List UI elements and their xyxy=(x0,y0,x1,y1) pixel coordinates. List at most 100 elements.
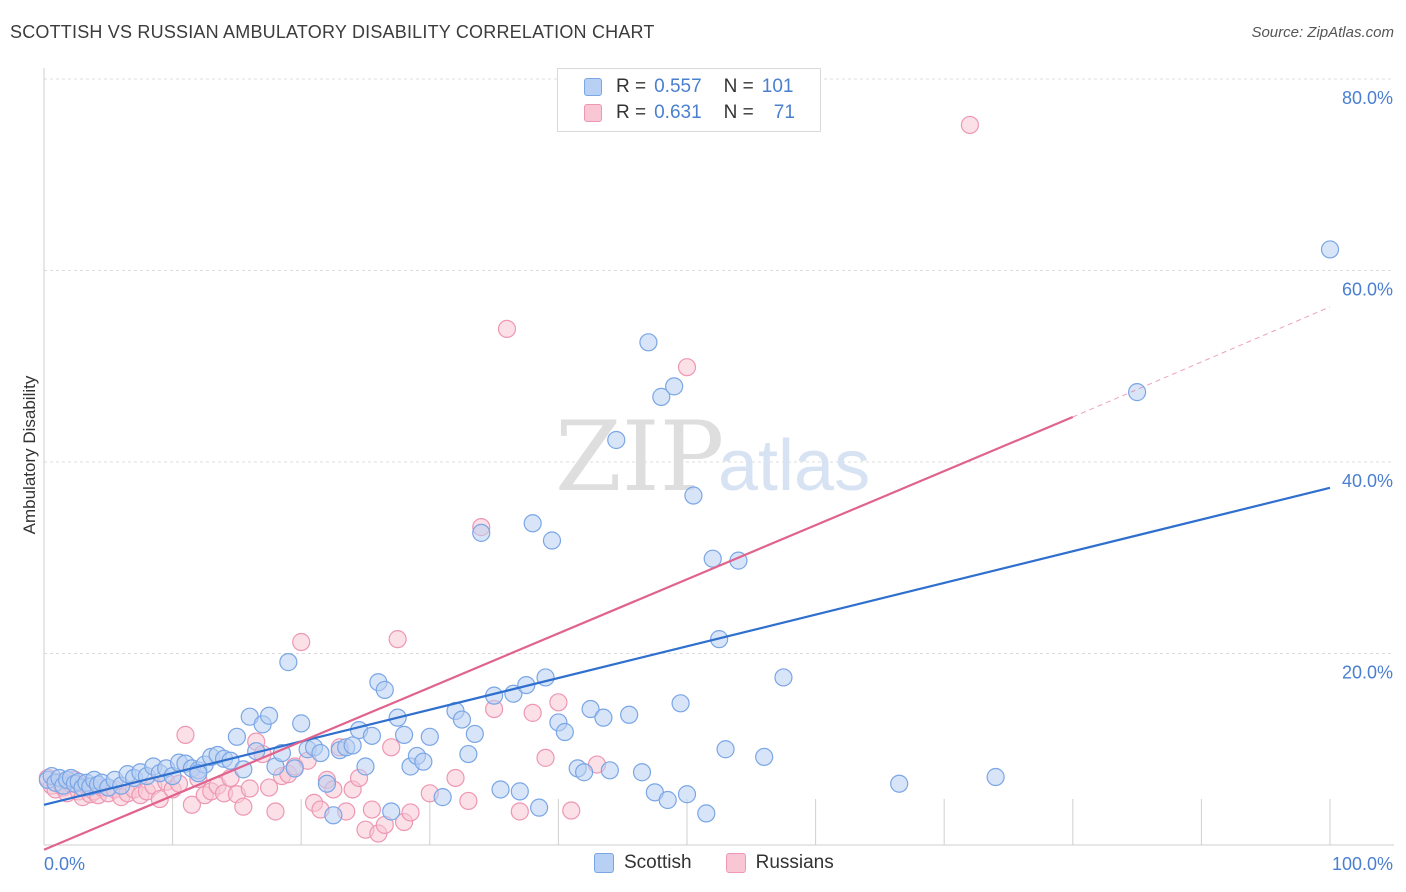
scottish-point xyxy=(375,680,394,699)
russians-point xyxy=(562,801,581,820)
watermark: ZIP atlas xyxy=(555,401,870,513)
scottish-point xyxy=(394,725,414,744)
russians-point xyxy=(523,703,542,722)
scottish-point xyxy=(382,802,401,821)
russians-point xyxy=(459,791,478,811)
legend-r-value: 0.631 xyxy=(654,102,702,123)
legend-swatch-scottish xyxy=(594,853,614,873)
scottish-point xyxy=(1320,240,1340,259)
scottish-point xyxy=(581,699,600,719)
russians-point xyxy=(536,748,555,767)
scottish-point xyxy=(652,387,671,406)
series-legend: Scottish Russians xyxy=(594,852,868,874)
scottish-point xyxy=(259,706,279,725)
chart-source: Source: ZipAtlas.com xyxy=(1251,24,1394,41)
scottish-point xyxy=(774,668,793,687)
y-axis-label: Ambulatory Disability xyxy=(20,375,39,534)
legend-item-russians[interactable]: Russians xyxy=(725,852,834,874)
russians-point xyxy=(388,630,407,649)
scottish-point xyxy=(279,653,298,672)
scottish-point xyxy=(658,790,677,810)
russians-point xyxy=(960,115,980,135)
scottish-point xyxy=(620,705,639,724)
scottish-point xyxy=(703,549,722,568)
scottish-point xyxy=(639,333,658,352)
trend-line-russians xyxy=(43,415,1074,851)
scottish-point xyxy=(510,782,529,801)
scottish-point xyxy=(343,736,362,755)
scottish-point xyxy=(433,788,452,807)
russians-point xyxy=(549,693,568,712)
russians-point xyxy=(292,632,311,652)
scottish-point xyxy=(491,780,510,799)
russians-point xyxy=(266,802,285,821)
legend-swatch-russians xyxy=(584,104,602,122)
scottish-point xyxy=(632,763,652,782)
russians-point xyxy=(362,800,382,819)
legend-n-value: 71 xyxy=(773,102,795,123)
scottish-point xyxy=(890,774,909,793)
legend-label-scottish: Scottish xyxy=(624,852,692,873)
scottish-point xyxy=(677,785,697,804)
x-tick-label: 100.0% xyxy=(1332,854,1393,874)
russians-point xyxy=(182,795,201,814)
legend-n-value: 101 xyxy=(761,76,794,97)
scottish-point xyxy=(292,714,311,733)
russians-point xyxy=(401,803,420,822)
axes xyxy=(43,68,1394,846)
y-tick-label: 40.0% xyxy=(1342,471,1393,491)
trend-lines xyxy=(43,306,1331,851)
scottish-point xyxy=(311,743,330,763)
russians-point xyxy=(382,738,401,757)
scottish-point xyxy=(227,727,246,746)
russians-point xyxy=(510,802,529,821)
scottish-point xyxy=(530,798,549,817)
legend-swatch-scottish xyxy=(584,78,602,96)
scottish-point xyxy=(452,710,472,729)
legend-n-label: N = xyxy=(723,76,754,97)
tick-labels: 20.0% 40.0% 60.0% 80.0% 0.0% 100.0% xyxy=(44,88,1393,874)
russians-point xyxy=(240,779,259,798)
scottish-point xyxy=(459,744,478,764)
legend-r-value: 0.557 xyxy=(654,76,702,97)
trend-line-scottish xyxy=(43,486,1331,806)
scottish-point xyxy=(607,430,626,450)
scottish-point xyxy=(285,759,304,778)
legend-row-russians: R = 0.631 N = 71 xyxy=(584,100,795,126)
legend-r-label: R = xyxy=(616,102,647,123)
scottish-point xyxy=(684,486,703,505)
scottish-point xyxy=(555,722,574,742)
x-tick-label: 0.0% xyxy=(44,854,85,874)
y-tick-label: 20.0% xyxy=(1342,663,1393,683)
scottish-point xyxy=(755,747,774,767)
russians-point xyxy=(677,358,697,377)
scottish-point xyxy=(665,377,684,396)
scottish-point xyxy=(575,763,594,782)
scottish-point xyxy=(356,757,375,776)
scottish-point xyxy=(472,523,491,542)
grid-lines xyxy=(44,78,1394,654)
russians-point xyxy=(497,319,517,339)
russians-point xyxy=(176,725,195,744)
scottish-point xyxy=(542,531,562,550)
chart-title: SCOTTISH VS RUSSIAN AMBULATORY DISABILIT… xyxy=(10,22,655,42)
y-tick-label: 60.0% xyxy=(1342,280,1393,300)
legend-item-scottish[interactable]: Scottish xyxy=(594,852,692,874)
scottish-point xyxy=(697,804,716,823)
scottish-point xyxy=(986,767,1005,787)
russians-point xyxy=(446,768,465,788)
legend-label-russians: Russians xyxy=(755,852,834,873)
scottish-point xyxy=(671,694,690,713)
watermark-atlas: atlas xyxy=(718,426,870,506)
scottish-point xyxy=(594,708,613,727)
data-points xyxy=(38,115,1340,843)
scottish-point xyxy=(465,724,484,744)
scottish-point xyxy=(420,727,439,746)
y-tick-label: 80.0% xyxy=(1342,88,1393,108)
stats-legend: R = 0.557 N = 101 R = 0.631 N = 71 xyxy=(557,68,821,132)
scottish-point xyxy=(414,752,433,771)
legend-swatch-russians xyxy=(725,853,746,873)
scottish-point xyxy=(716,740,735,759)
scottish-point xyxy=(324,806,343,825)
